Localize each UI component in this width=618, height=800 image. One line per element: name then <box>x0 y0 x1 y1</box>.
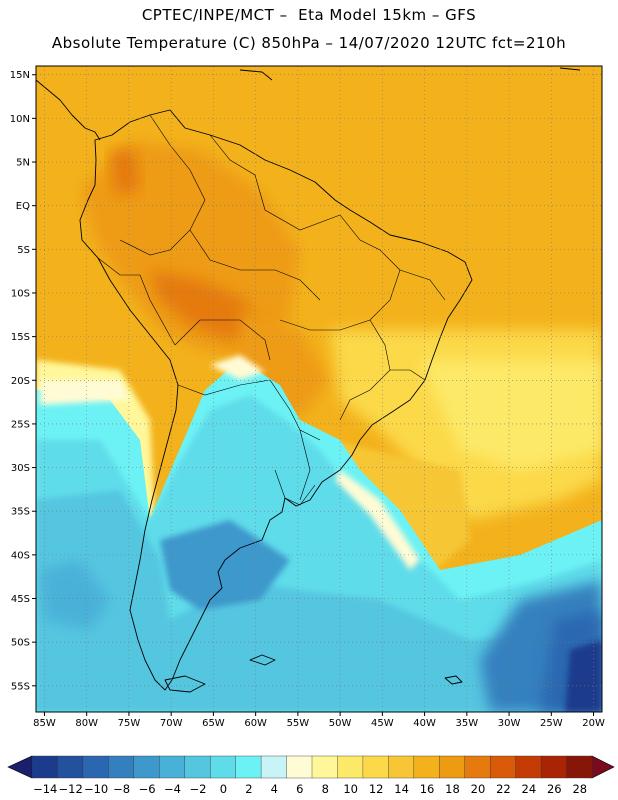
lon-label: 50W <box>329 718 352 729</box>
colorbar-swatch <box>57 755 84 779</box>
colorbar-swatch <box>159 755 186 779</box>
lon-label: 45W <box>371 718 394 729</box>
colorbar-swatch <box>439 755 466 779</box>
colorbar-swatch <box>108 755 135 779</box>
colorbar-label: 20 <box>471 782 486 796</box>
colorbar-swatch <box>489 755 517 779</box>
lat-label: 55S <box>11 681 30 692</box>
colorbar-label: 12 <box>369 782 384 796</box>
colorbar-label: 16 <box>420 782 435 796</box>
lat-label: 25S <box>11 419 30 430</box>
lat-label: 10S <box>11 288 30 299</box>
colorbar-swatch <box>82 755 109 779</box>
colorbar-swatch <box>413 755 440 779</box>
colorbar-swatch <box>566 755 593 779</box>
lon-label: 85W <box>33 718 56 729</box>
colorbar: −14 −12 −10 −8 −6 −4 −2 0 2 4 6 8 10 12 14 16 18 20 22 24 26… <box>7 755 615 796</box>
lon-label: 75W <box>118 718 141 729</box>
colorbar-label: 26 <box>547 782 562 796</box>
colorbar-label: 6 <box>296 782 303 796</box>
colorbar-swatch <box>464 755 491 779</box>
lat-label: EQ <box>16 201 30 212</box>
lon-label: 30W <box>498 718 521 729</box>
lat-label: 15N <box>10 70 30 81</box>
colorbar-high-arrow <box>591 755 615 779</box>
colorbar-label: 18 <box>445 782 460 796</box>
country-borders <box>97 114 446 506</box>
lat-label: 10N <box>10 114 30 125</box>
colorbar-swatch <box>260 755 288 779</box>
lon-label: 70W <box>160 718 183 729</box>
colorbar-label: −14 <box>33 782 57 796</box>
colorbar-label: 10 <box>343 782 358 796</box>
colorbar-swatch <box>31 755 58 779</box>
longitude-labels: 85W 80W 75W 70W 65W 60W 55W 50W 45W 40W 35W 30W 25W 2… <box>33 712 605 729</box>
colorbar-label: 22 <box>496 782 511 796</box>
colorbar-label: 14 <box>394 782 409 796</box>
colorbar-label: 0 <box>220 782 227 796</box>
colorbar-label: 4 <box>271 782 278 796</box>
colorbar-label: −8 <box>113 782 130 796</box>
lon-label: 40W <box>413 718 436 729</box>
colorbar-label: −4 <box>164 782 181 796</box>
colorbar-label: 28 <box>572 782 587 796</box>
colorbar-swatch <box>362 755 389 779</box>
lat-label: 15S <box>11 332 30 343</box>
lon-label: 20W <box>582 718 605 729</box>
colorbar-label: −6 <box>139 782 156 796</box>
map-frame <box>35 65 603 713</box>
lat-label: 40S <box>11 550 30 561</box>
colorbar-swatch <box>286 755 313 779</box>
lat-label: 45S <box>11 594 30 605</box>
colorbar-label: 24 <box>522 782 537 796</box>
colorbar-swatch <box>235 755 262 779</box>
lat-label: 30S <box>11 463 30 474</box>
colorbar-label: −12 <box>59 782 83 796</box>
lat-label: 50S <box>11 638 30 649</box>
temperature-field <box>36 66 602 712</box>
colorbar-swatch <box>311 755 338 779</box>
lon-label: 25W <box>540 718 563 729</box>
lat-label: 5S <box>17 245 30 256</box>
lon-label: 65W <box>202 718 225 729</box>
title-model-line: CPTEC/INPE/MCT – Eta Model 15km – GFS <box>141 6 477 24</box>
lon-label: 35W <box>456 718 479 729</box>
lat-label: 35S <box>11 507 30 518</box>
lon-label: 60W <box>244 718 267 729</box>
colorbar-swatch <box>209 755 237 779</box>
lat-label: 5N <box>16 158 30 169</box>
latitude-labels: 15N 10N 5N EQ 5S 10S 15S 20S 25S 30S 35S 40S 45S 50S 5… <box>10 70 36 692</box>
colorbar-swatch <box>540 755 568 779</box>
colorbar-swatch <box>388 755 415 779</box>
colorbar-swatch <box>515 755 542 779</box>
coastlines <box>36 67 581 693</box>
colorbar-label: −10 <box>84 782 108 796</box>
colorbar-label: 2 <box>245 782 252 796</box>
lon-label: 55W <box>287 718 310 729</box>
colorbar-low-arrow <box>7 755 33 779</box>
colorbar-label: 8 <box>322 782 329 796</box>
colorbar-label: −2 <box>189 782 206 796</box>
colorbar-swatch <box>337 755 364 779</box>
title-field-line: Absolute Temperature (C) 850hPa – 14/07/… <box>51 34 567 52</box>
colorbar-swatch <box>184 755 211 779</box>
lon-label: 80W <box>75 718 98 729</box>
colorbar-swatch <box>133 755 160 779</box>
lat-label: 20S <box>11 376 30 387</box>
